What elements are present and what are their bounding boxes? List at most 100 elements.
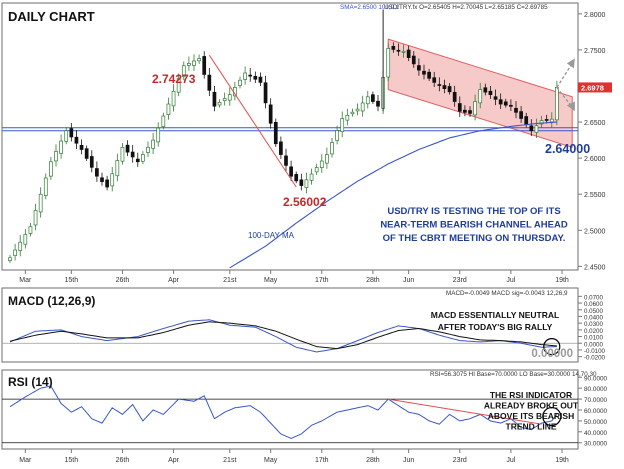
price-x-tick-label: 17th <box>315 277 329 284</box>
candle-body <box>161 115 166 127</box>
rsi-y-tick-label: 40.0000 <box>584 430 608 437</box>
candle-body <box>473 101 477 116</box>
candle-body <box>95 168 99 177</box>
price-y-tick-label: 2.6500 <box>584 120 606 127</box>
price-annotation-line: NEAR-TERM BEARISH CHANNEL AHEAD <box>380 220 568 231</box>
low-value-label: 2.56002 <box>283 195 327 209</box>
candle-body <box>248 74 253 77</box>
rsi-annotation-line: THE RSI INDICATOR <box>490 390 572 400</box>
price-x-tick-label: Jul <box>506 277 515 284</box>
candle-body <box>115 160 120 177</box>
candle-body <box>38 193 43 213</box>
candle-body <box>59 140 63 154</box>
price-y-tick-label: 2.5000 <box>584 228 606 235</box>
price-x-tick-label: Apr <box>168 277 180 284</box>
price-x-tick-label: 26th <box>116 277 130 284</box>
candle-body <box>294 174 299 182</box>
rsi-x-tick-label: May <box>264 457 278 464</box>
candle-body <box>396 49 401 52</box>
macd-y-tick-label: 0.0700 <box>584 294 603 301</box>
rsi-line <box>9 385 558 439</box>
candle-body <box>64 130 69 142</box>
macd-title: MACD (12,26,9) <box>8 294 95 308</box>
candle-body <box>69 128 74 138</box>
candle-body <box>406 49 411 58</box>
candle-body <box>376 100 380 107</box>
candle-body <box>79 144 84 150</box>
candle-body <box>100 177 104 182</box>
rsi-y-tick-label: 50.0000 <box>584 419 608 426</box>
rsi-annotation-line: ABOVE ITS BEARISH <box>488 411 574 421</box>
candle-body <box>18 241 23 251</box>
macd-y-tick-label: 0.0500 <box>584 308 603 315</box>
rsi-x-tick-label: 17th <box>315 457 329 464</box>
candle-body <box>141 154 145 162</box>
candle-body <box>345 114 350 121</box>
candle-body <box>319 160 324 168</box>
candle-body <box>534 125 539 133</box>
candle-body <box>146 146 150 153</box>
candle-body <box>263 82 268 104</box>
down-arrow-line <box>556 86 572 106</box>
candle-body <box>350 111 355 115</box>
candle-body <box>314 167 319 173</box>
price-trend-line <box>208 54 297 188</box>
candle-body <box>217 101 222 106</box>
price-y-tick-label: 2.8000 <box>584 12 606 19</box>
candle-body <box>279 141 283 155</box>
rsi-x-tick-label: Mar <box>19 457 32 464</box>
candle-body <box>268 104 273 124</box>
macd-y-tick-label: 0.0400 <box>584 314 603 321</box>
candle-body <box>330 142 334 155</box>
price-y-tick-label: 2.7500 <box>584 48 606 55</box>
candle-body <box>13 249 17 256</box>
candle-body <box>181 65 186 77</box>
candle-body <box>498 99 503 105</box>
candle-body <box>135 158 140 163</box>
last-price-label: 2.6978 <box>581 83 604 92</box>
macd-info: MACD=-0.0049 MACD sig=-0.0043 12,26,9 <box>446 290 568 297</box>
macd-y-tick-label: -0.0100 <box>584 348 606 355</box>
candle-body <box>238 79 242 86</box>
macd-highlight-circle <box>543 338 561 356</box>
candle-body <box>304 179 309 188</box>
macd-y-tick-label: 0.0200 <box>584 328 603 335</box>
candle-body <box>309 173 314 181</box>
rsi-y-tick-label: 80.0000 <box>584 386 608 393</box>
rsi-y-tick-label: 30.0000 <box>584 441 608 448</box>
candle-body <box>28 226 33 234</box>
price-x-tick-label: May <box>264 277 278 284</box>
candle-body <box>212 91 217 107</box>
candle-body <box>488 90 493 95</box>
candle-body <box>340 118 345 132</box>
high-value-label: 2.74273 <box>152 72 196 86</box>
rsi-x-tick-label: Apr <box>168 457 180 464</box>
candle-body <box>120 146 125 162</box>
candle-body <box>509 104 513 107</box>
candle-body <box>49 161 53 177</box>
candle-body <box>355 108 360 112</box>
candle-body <box>84 148 89 159</box>
candle-body <box>166 103 171 115</box>
candle-body <box>289 166 293 177</box>
rsi-x-tick-label: 19th <box>555 457 569 464</box>
candle-body <box>8 257 12 261</box>
candle-body <box>432 77 437 83</box>
candle-body <box>197 58 201 62</box>
price-legend: SMA=2.6500 100,0,1 <box>340 4 400 11</box>
candle-body <box>544 119 549 121</box>
price-x-tick-label: 15th <box>65 277 79 284</box>
ma-label: 100-DAY MA <box>248 231 295 240</box>
candle-body <box>427 71 431 79</box>
macd-annotation-line: MACD ESSENTIALLY NEUTRAL <box>431 310 559 320</box>
candle-body <box>156 127 161 143</box>
candle-body <box>105 179 109 188</box>
rsi-x-tick-label: Jun <box>403 457 414 464</box>
price-x-tick-label: 28th <box>366 277 380 284</box>
up-arrow-head <box>566 58 575 69</box>
price-annotation-line: USD/TRY IS TESTING THE TOP OF ITS <box>387 206 560 217</box>
support-value-label: 2.64000 <box>545 142 590 156</box>
candle-body <box>89 156 94 168</box>
rsi-y-tick-label: 70.0000 <box>584 397 608 404</box>
